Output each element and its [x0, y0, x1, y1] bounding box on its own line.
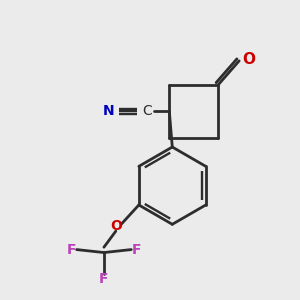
Text: F: F — [99, 272, 109, 286]
Text: F: F — [132, 243, 141, 256]
Text: O: O — [243, 52, 256, 67]
Text: F: F — [67, 243, 76, 256]
Text: N: N — [103, 104, 114, 118]
Text: C: C — [142, 104, 152, 118]
Text: O: O — [110, 219, 122, 233]
